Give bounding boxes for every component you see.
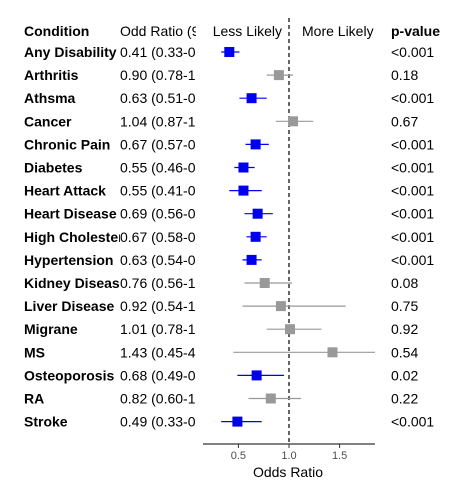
condition-label: Arthritis — [24, 67, 79, 83]
x-axis-title: Odds Ratio — [253, 464, 323, 480]
condition-label: High Cholesterol — [24, 229, 136, 245]
p-value: <0.001 — [391, 414, 434, 430]
header-more-likely: More Likely — [302, 23, 374, 39]
p-value: 0.18 — [391, 67, 418, 83]
header-less-likely: Less Likely — [213, 23, 282, 39]
condition-label: Diabetes — [24, 160, 83, 176]
condition-label: Cancer — [24, 113, 72, 129]
table-row: Cancer 1.04 (0.87-1.24) 0.67 — [24, 113, 418, 129]
p-value: 0.22 — [391, 391, 418, 407]
p-value: <0.001 — [391, 160, 434, 176]
odds-ratio-value: 1.01 (0.78-1.32) — [120, 321, 220, 337]
condition-label: Migrane — [24, 321, 78, 337]
point-estimate — [288, 116, 299, 127]
x-tick-label: 1.5 — [332, 450, 347, 462]
header-condition: Condition — [24, 23, 89, 39]
condition-label: Athsma — [24, 90, 76, 106]
condition-label: RA — [24, 391, 44, 407]
condition-label: Liver Disease — [24, 298, 114, 314]
p-value: <0.001 — [391, 183, 434, 199]
odds-ratio-value: 0.49 (0.33-0.73) — [120, 414, 220, 430]
p-value: 0.75 — [391, 298, 418, 314]
header-p-value: p-value — [391, 23, 440, 39]
p-value: <0.001 — [391, 206, 434, 222]
point-estimate — [238, 185, 249, 196]
point-estimate — [273, 70, 284, 81]
table-row: Liver Disease 0.92 (0.54-1.56) 0.75 — [24, 298, 418, 314]
condition-label: MS — [24, 344, 45, 360]
x-tick-label: 1.0 — [281, 450, 296, 462]
point-estimate — [224, 47, 235, 57]
p-value: 0.67 — [391, 113, 418, 129]
table-row: Osteoporosis 0.68 (0.49-0.95) 0.02 — [24, 367, 418, 383]
table-row: Hypertension 0.63 (0.54-0.73) <0.001 — [24, 252, 434, 268]
odds-ratio-value: 0.63 (0.51-0.78) — [120, 90, 220, 106]
p-value: 0.08 — [391, 275, 418, 291]
table-row: MS 1.43 (0.45-4.52) 0.54 — [24, 344, 418, 360]
odds-ratio-value: 0.69 (0.56-0.84) — [120, 206, 220, 222]
p-value: <0.001 — [391, 136, 434, 152]
odds-ratio-value: 1.43 (0.45-4.52) — [120, 344, 220, 360]
table-row: Any Disability 0.41 (0.33-0.51) <0.001 — [24, 44, 434, 60]
point-estimate — [246, 93, 257, 104]
p-value: <0.001 — [391, 90, 434, 106]
table-row: Arthritis 0.90 (0.78-1.04) 0.18 — [24, 67, 418, 83]
point-estimate — [250, 139, 261, 150]
condition-label: Any Disability — [24, 44, 117, 60]
point-estimate — [232, 416, 243, 427]
point-estimate — [251, 370, 262, 381]
table-row: Heart Disease 0.69 (0.56-0.84) <0.001 — [24, 206, 434, 222]
table-row: RA 0.82 (0.60-1.12) 0.22 — [24, 391, 418, 407]
p-value: 0.02 — [391, 367, 418, 383]
p-value: 0.92 — [391, 321, 418, 337]
p-value: <0.001 — [391, 44, 434, 60]
table-row: Chronic Pain 0.67 (0.57-0.80) <0.001 — [24, 136, 434, 152]
header-odds-ratio: Odd Ratio (95% CI) — [120, 23, 242, 39]
table-row: Heart Attack 0.55 (0.41-0.73) <0.001 — [24, 183, 434, 199]
condition-label: Osteoporosis — [24, 367, 114, 383]
odds-ratio-value: 0.67 (0.57-0.80) — [120, 136, 220, 152]
x-tick-label: 0.5 — [231, 450, 246, 462]
point-estimate — [238, 162, 249, 173]
point-estimate — [246, 254, 257, 265]
plot-panel: 0.5 1.0 1.5 Any Disability 0.41 (0.33-0.51)… — [24, 18, 434, 462]
point-estimate — [327, 347, 338, 358]
condition-label: Stroke — [24, 414, 68, 430]
point-estimate — [250, 231, 261, 242]
odds-ratio-value: 0.67 (0.58-0.78) — [120, 229, 220, 245]
point-estimate — [259, 278, 270, 288]
odds-ratio-value: 0.55 (0.46-0.66) — [120, 160, 220, 176]
condition-label: Hypertension — [24, 252, 113, 268]
point-estimate — [285, 324, 296, 335]
table-row: Diabetes 0.55 (0.46-0.66) <0.001 — [24, 160, 434, 176]
odds-ratio-value: 0.76 (0.56-1.03) — [120, 275, 220, 291]
odds-ratio-value: 0.92 (0.54-1.56) — [120, 298, 220, 314]
point-estimate — [275, 301, 286, 312]
table-row: Migrane 1.01 (0.78-1.32) 0.92 — [24, 321, 418, 337]
table-row: Stroke 0.49 (0.33-0.73) <0.001 — [24, 414, 434, 430]
odds-ratio-value: 0.55 (0.41-0.73) — [120, 183, 220, 199]
odds-ratio-value: 0.63 (0.54-0.73) — [120, 252, 220, 268]
point-estimate — [252, 208, 263, 219]
odds-ratio-value: 1.04 (0.87-1.24) — [120, 113, 220, 129]
condition-label: Heart Attack — [24, 183, 106, 199]
point-estimate — [265, 393, 276, 404]
p-value: 0.54 — [391, 344, 418, 360]
p-value: <0.001 — [391, 229, 434, 245]
p-value: <0.001 — [391, 252, 434, 268]
odds-ratio-value: 0.41 (0.33-0.51) — [120, 44, 220, 60]
odds-ratio-value: 0.68 (0.49-0.95) — [120, 367, 220, 383]
condition-label: Heart Disease — [24, 206, 117, 222]
condition-label: Chronic Pain — [24, 136, 110, 152]
condition-label: Kidney Disease — [24, 275, 128, 291]
odds-ratio-value: 0.82 (0.60-1.12) — [120, 391, 220, 407]
table-row: Athsma 0.63 (0.51-0.78) <0.001 — [24, 90, 434, 106]
odds-ratio-value: 0.90 (0.78-1.04) — [120, 67, 220, 83]
